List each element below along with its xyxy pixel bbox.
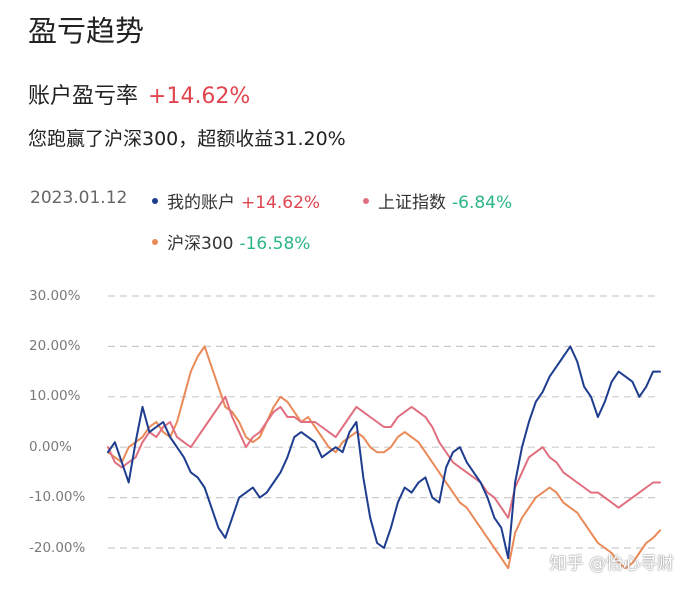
series-line-my-account	[107, 345, 661, 560]
legend-item-sse-index[interactable]: 上证指数 -6.84%	[363, 188, 512, 213]
legend-label-csi300: 沪深300	[167, 234, 234, 254]
excess-return-text: 您跑赢了沪深300，超额收益31.20%	[28, 128, 346, 150]
legend-label-my-account: 我的账户	[167, 193, 235, 213]
y-tick-label: -10.00%	[29, 489, 86, 505]
y-tick-label: 0.00%	[29, 439, 72, 455]
account-rate-value: +14.62%	[148, 84, 251, 109]
legend-label-sse-index: 上证指数	[378, 193, 446, 213]
y-tick-label: 20.00%	[29, 338, 81, 354]
series-line-sse-index	[107, 395, 661, 519]
y-tick-label: -20.00%	[29, 540, 86, 556]
legend-value-csi300: -16.58%	[239, 234, 311, 254]
account-rate-label: 账户盈亏率	[28, 84, 139, 109]
y-tick-label: 10.00%	[29, 388, 81, 404]
y-tick-label: 30.00%	[29, 288, 81, 304]
watermark: 知乎 @怡心寻财	[549, 554, 674, 574]
legend-dot-sse-index	[363, 198, 369, 204]
page-title: 盈亏趋势	[28, 14, 145, 48]
legend-dot-my-account	[152, 198, 158, 204]
legend-value-my-account: +14.62%	[241, 193, 321, 213]
legend-dot-csi300	[152, 239, 158, 245]
legend-date: 2023.01.12	[30, 188, 128, 208]
legend-item-csi300[interactable]: 沪深300 -16.58%	[152, 229, 310, 254]
legend-value-sse-index: -6.84%	[452, 193, 513, 213]
series-line-csi300	[107, 345, 661, 570]
legend-item-my-account[interactable]: 我的账户 +14.62%	[152, 188, 320, 213]
account-rate-row: 账户盈亏率 +14.62%	[28, 78, 250, 110]
